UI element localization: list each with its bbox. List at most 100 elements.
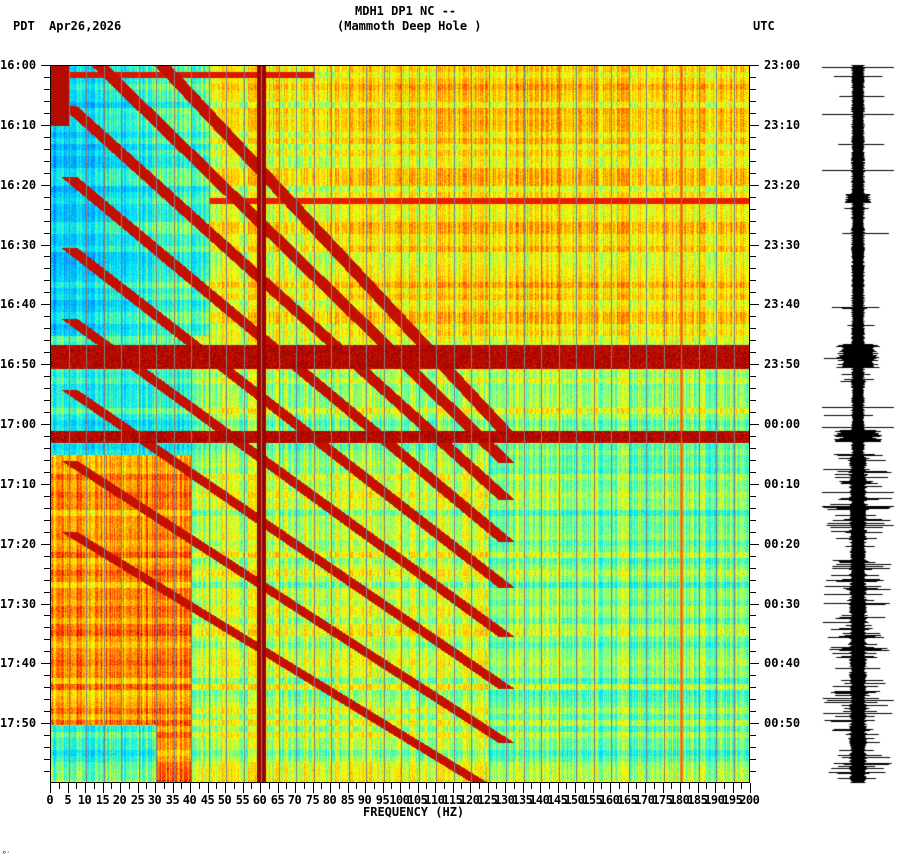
frequency-tick-label: 75 — [305, 793, 320, 807]
left-major-tick — [41, 544, 50, 545]
right-minor-tick — [750, 101, 756, 102]
right-minor-tick — [750, 639, 756, 640]
frequency-tick-label: 15 — [95, 793, 110, 807]
frequency-minor-tick — [374, 783, 375, 789]
frequency-minor-tick — [724, 783, 725, 789]
frequency-tick-label: 190 — [704, 793, 725, 807]
left-minor-tick — [44, 627, 50, 628]
frequency-minor-tick — [496, 783, 497, 789]
date-label: Apr26,2026 — [49, 19, 122, 33]
right-minor-tick — [750, 280, 756, 281]
right-minor-tick — [750, 580, 756, 581]
frequency-major-tick — [155, 783, 156, 793]
right-minor-tick — [750, 687, 756, 688]
frequency-tick-label: 160 — [599, 793, 620, 807]
frequency-minor-tick — [199, 783, 200, 789]
right-minor-tick — [750, 651, 756, 652]
frequency-tick-label: 200 — [739, 793, 760, 807]
left-time-tick-label: 17:10 — [0, 477, 37, 491]
frequency-major-tick — [225, 783, 226, 793]
frequency-minor-tick — [321, 783, 322, 789]
frequency-tick-label: 85 — [340, 793, 355, 807]
frequency-minor-tick — [444, 783, 445, 789]
right-minor-tick — [750, 615, 756, 616]
frequency-tick-label: 120 — [459, 793, 480, 807]
left-time-tick-label: 16:30 — [0, 238, 37, 252]
right-time-tick-label: 00:50 — [764, 716, 801, 730]
left-time-tick-label: 17:00 — [0, 417, 37, 431]
left-major-tick — [41, 364, 50, 365]
left-minor-tick — [44, 161, 50, 162]
left-time-tick-label: 17:50 — [0, 716, 37, 730]
frequency-major-tick — [628, 783, 629, 793]
left-major-tick — [41, 723, 50, 724]
left-minor-tick — [44, 771, 50, 772]
frequency-tick-label: 95 — [375, 793, 390, 807]
frequency-minor-tick — [566, 783, 567, 789]
right-major-tick — [750, 364, 759, 365]
frequency-major-tick — [435, 783, 436, 793]
left-minor-tick — [44, 639, 50, 640]
right-minor-tick — [750, 256, 756, 257]
left-minor-tick — [44, 149, 50, 150]
left-minor-tick — [44, 532, 50, 533]
left-minor-tick — [44, 580, 50, 581]
frequency-minor-tick — [304, 783, 305, 789]
left-minor-tick — [44, 113, 50, 114]
right-minor-tick — [750, 675, 756, 676]
frequency-major-tick — [208, 783, 209, 793]
right-minor-tick — [750, 592, 756, 593]
left-minor-tick — [44, 448, 50, 449]
right-minor-tick — [750, 711, 756, 712]
footnote-mark: ∘‧ — [2, 848, 10, 857]
spectrogram-heatmap — [51, 66, 749, 782]
frequency-tick-label: 10 — [77, 793, 92, 807]
right-minor-tick — [750, 508, 756, 509]
frequency-minor-tick — [269, 783, 270, 789]
frequency-major-tick — [103, 783, 104, 793]
frequency-minor-tick — [391, 783, 392, 789]
frequency-major-tick — [295, 783, 296, 793]
frequency-minor-tick — [234, 783, 235, 789]
right-minor-tick — [750, 292, 756, 293]
right-minor-tick — [750, 352, 756, 353]
frequency-minor-tick — [59, 783, 60, 789]
frequency-minor-tick — [636, 783, 637, 789]
left-major-tick — [41, 65, 50, 66]
right-minor-tick — [750, 149, 756, 150]
left-major-tick — [41, 604, 50, 605]
right-minor-tick — [750, 460, 756, 461]
left-minor-tick — [44, 496, 50, 497]
frequency-tick-label: 195 — [722, 793, 743, 807]
frequency-tick-label: 125 — [477, 793, 498, 807]
frequency-minor-tick — [689, 783, 690, 789]
left-time-tick-label: 16:50 — [0, 357, 37, 371]
spectrogram-plot — [50, 65, 750, 783]
left-minor-tick — [44, 592, 50, 593]
right-minor-tick — [750, 412, 756, 413]
frequency-minor-tick — [164, 783, 165, 789]
frequency-tick-label: 155 — [582, 793, 603, 807]
frequency-major-tick — [383, 783, 384, 793]
left-minor-tick — [44, 436, 50, 437]
frequency-major-tick — [85, 783, 86, 793]
right-time-tick-label: 00:10 — [764, 477, 801, 491]
frequency-major-tick — [593, 783, 594, 793]
frequency-axis-label: FREQUENCY (HZ) — [363, 805, 465, 819]
right-minor-tick — [750, 233, 756, 234]
frequency-major-tick — [243, 783, 244, 793]
frequency-minor-tick — [339, 783, 340, 789]
frequency-major-tick — [278, 783, 279, 793]
right-major-tick — [750, 604, 759, 605]
frequency-minor-tick — [251, 783, 252, 789]
left-minor-tick — [44, 651, 50, 652]
frequency-tick-label: 0 — [46, 793, 54, 807]
right-minor-tick — [750, 735, 756, 736]
frequency-major-tick — [120, 783, 121, 793]
frequency-major-tick — [505, 783, 506, 793]
frequency-major-tick — [260, 783, 261, 793]
left-minor-tick — [44, 520, 50, 521]
right-minor-tick — [750, 388, 756, 389]
left-major-tick — [41, 125, 50, 126]
frequency-minor-tick — [706, 783, 707, 789]
